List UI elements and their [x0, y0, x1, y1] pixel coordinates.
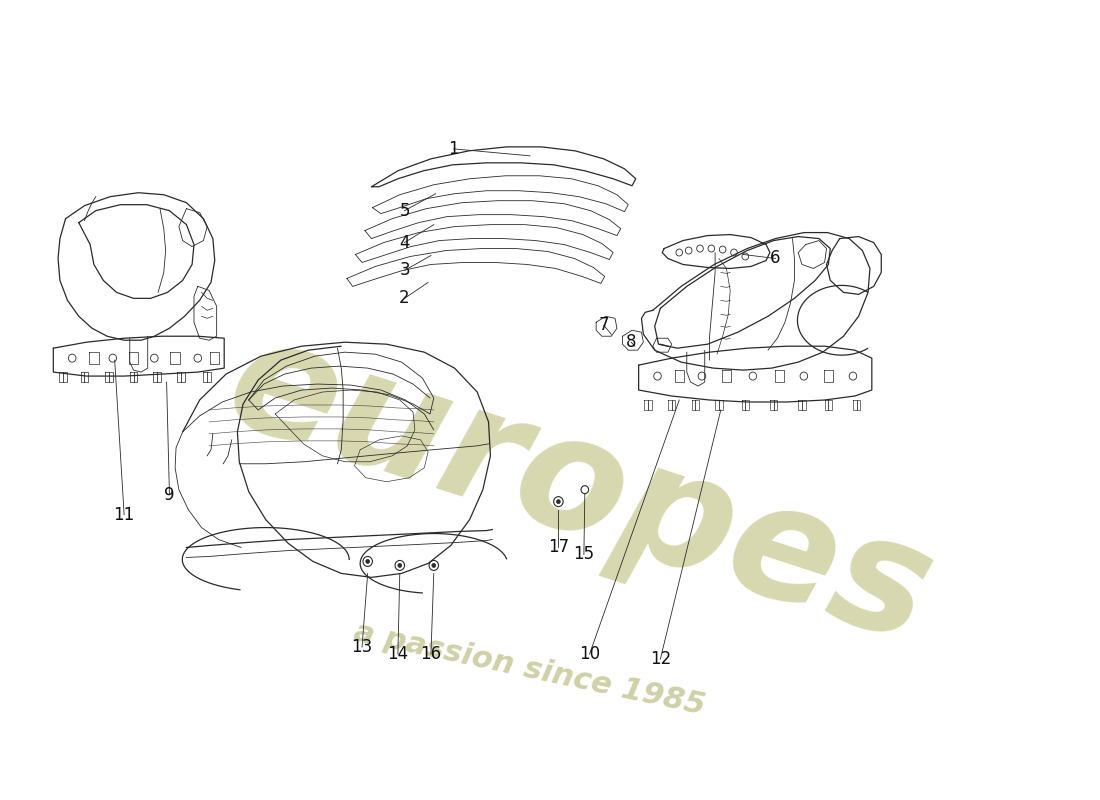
Circle shape	[366, 559, 370, 563]
Text: 6: 6	[770, 250, 781, 267]
Text: 12: 12	[650, 650, 671, 668]
Circle shape	[398, 563, 402, 567]
Text: 5: 5	[399, 202, 410, 220]
Text: europes: europes	[209, 303, 949, 676]
Text: 8: 8	[626, 334, 636, 351]
Text: 17: 17	[548, 538, 569, 557]
Text: 9: 9	[164, 486, 175, 504]
Text: 3: 3	[399, 262, 410, 279]
Circle shape	[557, 500, 560, 504]
Text: 2: 2	[399, 290, 410, 307]
Text: 16: 16	[420, 645, 441, 663]
Text: 13: 13	[351, 638, 373, 656]
Text: 1: 1	[449, 140, 459, 158]
Text: 15: 15	[573, 546, 594, 563]
Text: a passion since 1985: a passion since 1985	[351, 618, 707, 721]
Text: 10: 10	[579, 645, 601, 663]
Circle shape	[432, 563, 436, 567]
Text: 7: 7	[598, 316, 609, 334]
Text: 11: 11	[113, 506, 134, 524]
Text: 14: 14	[387, 645, 408, 663]
Text: 4: 4	[399, 234, 410, 251]
